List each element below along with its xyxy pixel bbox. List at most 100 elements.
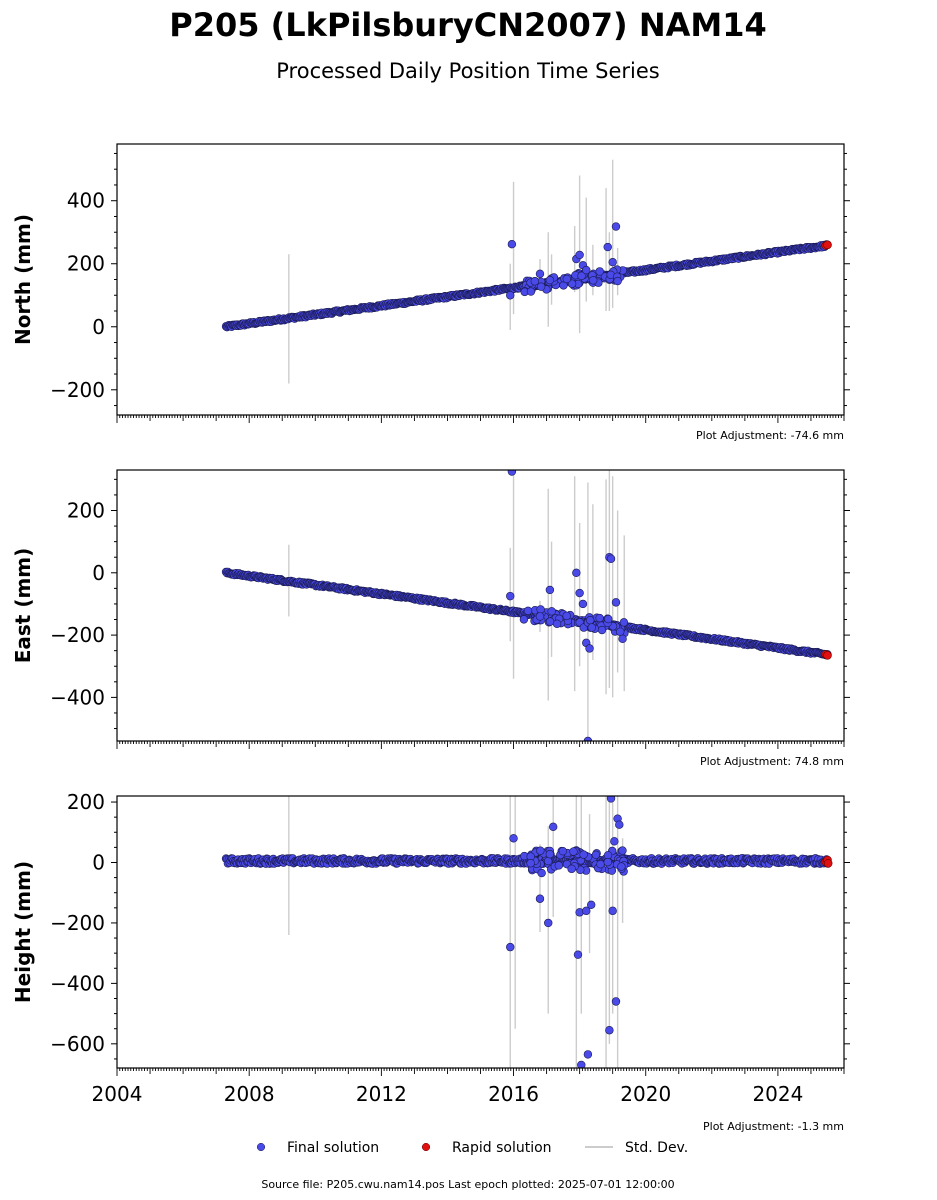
legend-rapid-label: Rapid solution — [452, 1140, 552, 1156]
panel-1-outlier-9 — [608, 257, 617, 267]
panel-2-ytick-label: 200 — [67, 498, 105, 522]
panel-1-ytick-label: −200 — [50, 378, 105, 402]
footer-source: Source file: P205.cwu.nam14.pos Last epo… — [261, 1178, 674, 1191]
panel-1-frame — [116, 143, 845, 416]
panel-1-plot-area — [221, 159, 832, 384]
panel-3-outlier-0 — [506, 942, 515, 952]
panel-3-outlier-14 — [608, 906, 617, 916]
panel-3-final-point — [567, 864, 576, 874]
legend-final-marker — [256, 1142, 266, 1152]
panel-3-final-point — [569, 847, 578, 856]
panel-3-final-point — [618, 846, 627, 855]
panel-3-xtick-label: 2024 — [752, 1082, 803, 1106]
panel-2-final-point — [595, 613, 604, 623]
panel-2-final-point — [536, 605, 545, 614]
panel-3-outlier-17 — [615, 820, 624, 829]
panel-3-final-point — [596, 860, 605, 869]
panel-3-ytick-label: 200 — [67, 790, 105, 814]
legend-rapid-marker — [421, 1142, 431, 1152]
panel-2-ytick-label: −400 — [50, 685, 105, 709]
panel-2-outlier-6 — [578, 599, 588, 609]
panel-3-final-point — [591, 850, 601, 859]
panel-3-outlier-15 — [610, 837, 619, 846]
panel-3-final-point — [579, 850, 588, 859]
panel-3-ytick-label: −600 — [50, 1032, 105, 1056]
panel-2-ylabel: East (mm) — [11, 548, 35, 664]
panel-3-final-point — [545, 849, 555, 859]
legend: Final solution Rapid solution Std. Dev. — [256, 1140, 688, 1156]
panel-3-frame — [116, 795, 845, 1069]
panel-3-rapid-2 — [823, 859, 833, 868]
panel-1-ytick-label: 400 — [67, 189, 105, 213]
panel-2-final-point — [562, 611, 571, 621]
panel-3-outlier-10 — [583, 1050, 593, 1059]
panel-3-ytick-label: −200 — [50, 911, 105, 935]
panel-2-ytick-label: −200 — [50, 623, 105, 647]
panel-2-final-point — [597, 625, 607, 635]
panel-2-outlier-0 — [507, 470, 517, 476]
panel-1-final-point — [526, 287, 536, 296]
panel-3-outlier-13 — [605, 1026, 614, 1035]
panel-3-outlier-5 — [548, 822, 558, 832]
panel-1-outlier-1 — [506, 291, 515, 300]
panel-2-outlier-11 — [606, 554, 616, 563]
panel-1-final-point — [562, 274, 572, 284]
panel-1-final-point — [530, 277, 540, 286]
panel-3-outlier-8 — [577, 1060, 586, 1068]
panel-1-ytick-label: 0 — [92, 315, 105, 339]
panel-3-plot-area — [221, 796, 833, 1068]
panel-3-outlier-9 — [582, 906, 591, 916]
panel-2-outlier-13 — [618, 634, 627, 644]
panel-3-xtick-label: 2012 — [356, 1082, 407, 1106]
legend-std-label: Std. Dev. — [625, 1140, 688, 1156]
panel-1-outlier-10 — [611, 222, 621, 231]
panel-1: −200 0 200 400 North (mm) Plot Adjustment: -7… — [11, 143, 850, 442]
panel-3-outlier-2 — [535, 894, 545, 903]
panel-2-final-point — [587, 623, 596, 632]
panel-3-xtick-label: 2004 — [92, 1082, 143, 1106]
panel-2-outlier-4 — [572, 568, 581, 577]
panel-1-outlier-7 — [582, 265, 591, 275]
panel-1-plot-adjustment: Plot Adjustment: -74.6 mm — [696, 429, 844, 442]
panel-2: −400 −200 0 200 East (mm) Plot Adjustment: 74… — [11, 469, 850, 768]
panel-1-ylabel: North (mm) — [11, 214, 35, 345]
panel-2-final-point — [547, 607, 556, 616]
panel-1-outlier-8 — [603, 242, 612, 252]
panel-1-final-point — [536, 282, 546, 291]
panel-3-final-point — [558, 846, 568, 856]
panel-2-ytick-label: 0 — [92, 561, 105, 585]
panel-2-final-point — [552, 619, 562, 629]
panel-1-outlier-5 — [575, 250, 584, 260]
panel-2-plot-adjustment: Plot Adjustment: 74.8 mm — [700, 755, 844, 768]
panel-3-final-point — [543, 856, 553, 866]
panel-2-final-point — [604, 614, 613, 624]
panel-2-outlier-1 — [506, 591, 515, 601]
panel-1-outlier-3 — [545, 275, 555, 285]
panel-2-final-point — [585, 616, 595, 625]
panel-2-outlier-3 — [545, 585, 555, 595]
panel-2-final-point — [523, 606, 533, 616]
panel-3-xtick-label: 2016 — [488, 1082, 539, 1106]
panel-1-final-point — [595, 267, 604, 276]
panel-3-final-point — [617, 862, 626, 871]
panel-1-final-point — [567, 279, 577, 288]
panel-3: −600 −400 −200 0 200 2004 2008 2012 2016 2020 2024… — [11, 790, 850, 1133]
panel-2-final-point — [519, 615, 529, 624]
panel-3-ytick-label: 0 — [92, 850, 105, 874]
panel-3-outlier-4 — [544, 918, 553, 928]
panel-3-xtick-label: 2020 — [620, 1082, 671, 1106]
panel-1-final-point — [577, 271, 586, 281]
panel-1-outlier-0 — [507, 240, 517, 249]
panel-2-rapid-1 — [823, 651, 832, 660]
panel-1-ytick-label: 200 — [67, 252, 105, 276]
panel-2-final-point — [619, 618, 629, 627]
panel-2-final-point — [545, 617, 555, 626]
panel-2-outlier-8 — [585, 644, 594, 653]
panel-2-plot-area — [221, 470, 832, 741]
panel-3-final-point — [554, 861, 564, 870]
panel-3-outlier-18 — [611, 997, 621, 1006]
panel-3-outlier-11 — [587, 900, 596, 909]
panel-3-xtick-label: 2008 — [224, 1082, 275, 1106]
